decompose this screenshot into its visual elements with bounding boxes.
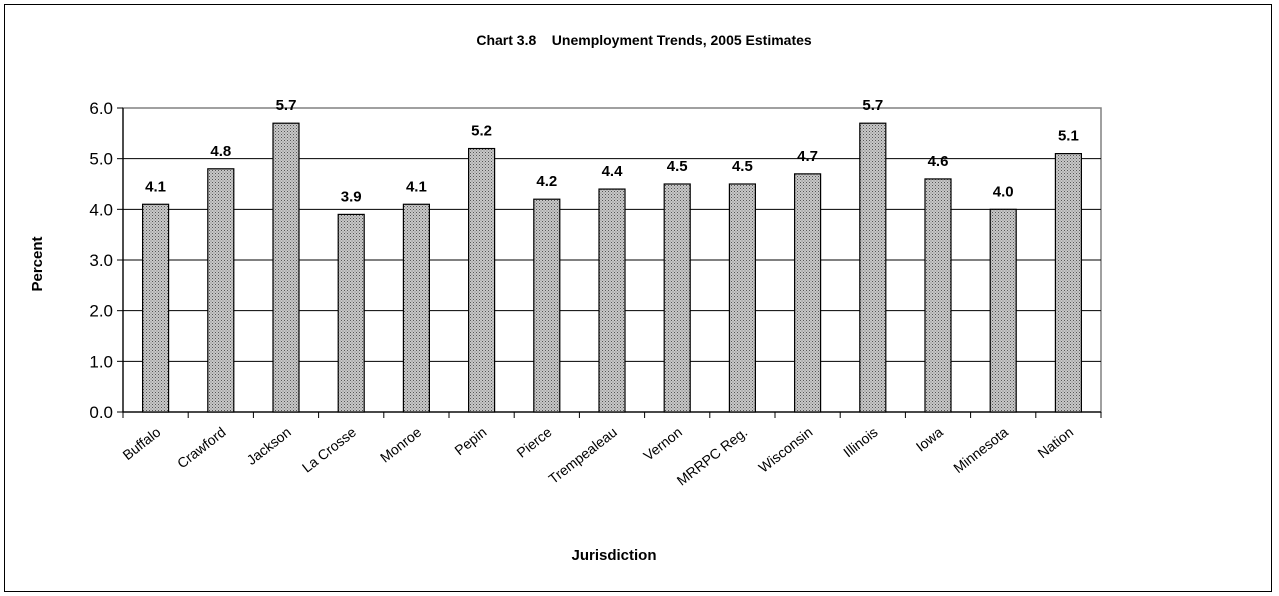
data-labels: 4.1 4.8 5.7 3.9 4.1 5.2 4.2 4.4 4.5 4.5 4.7 5.7 4.6 4… xyxy=(145,97,1079,205)
chart-title: Chart 3.8 Unemployment Trends, 2005 Esti… xyxy=(476,32,812,48)
y-tick-label: 3.0 xyxy=(89,251,113,270)
x-tick-label: Iowa xyxy=(913,424,946,455)
bar-iowa xyxy=(924,178,952,413)
data-label: 4.0 xyxy=(993,183,1014,200)
bar-la-crosse xyxy=(337,213,365,413)
x-tick-label: Jackson xyxy=(244,424,294,468)
x-axis-title: Jurisdiction xyxy=(571,547,656,564)
bar-pepin xyxy=(468,147,496,413)
data-label: 4.1 xyxy=(406,178,427,195)
y-tick-label: 1.0 xyxy=(89,352,113,371)
bar-monroe xyxy=(402,203,430,413)
y-axis-title: Percent xyxy=(29,236,46,291)
data-label: 5.7 xyxy=(276,97,297,114)
data-label: 4.2 xyxy=(536,173,557,190)
data-label: 4.7 xyxy=(797,148,818,165)
x-tick-label: Crawford xyxy=(174,424,229,472)
data-label: 4.1 xyxy=(145,178,166,195)
data-label: 4.8 xyxy=(210,143,231,160)
data-label: 5.2 xyxy=(471,123,492,140)
bar-minnesota xyxy=(989,208,1017,413)
x-tick-label: Trempealeau xyxy=(545,424,619,487)
x-tick-label: Minnesota xyxy=(950,424,1011,477)
x-tick-label: Pepin xyxy=(451,424,489,459)
bar-vernon xyxy=(663,183,691,413)
bar-jackson xyxy=(272,122,300,413)
x-axis-ticks: Buffalo Crawford Jackson La Crosse Monroe Pep… xyxy=(119,412,1102,489)
x-tick-label: MRRPC Reg. xyxy=(674,424,751,489)
chart-frame: Chart 3.8 Unemployment Trends, 2005 Esti… xyxy=(4,4,1272,592)
y-tick-label: 5.0 xyxy=(89,150,113,169)
x-tick-label: La Crosse xyxy=(299,424,359,476)
data-label: 5.1 xyxy=(1058,128,1079,145)
bar-nation xyxy=(1054,153,1083,413)
x-tick-label: Pierce xyxy=(514,424,555,461)
bar-pierce xyxy=(533,198,561,413)
bar-buffalo xyxy=(142,203,170,413)
bar-wisconsin xyxy=(793,173,822,413)
bar-mrrpc-reg xyxy=(728,183,757,413)
data-label: 4.4 xyxy=(602,163,624,180)
data-label: 4.5 xyxy=(667,158,688,175)
x-tick-label: Nation xyxy=(1035,424,1077,462)
x-tick-label: Wisconsin xyxy=(755,424,815,476)
data-label: 5.7 xyxy=(862,97,883,114)
x-tick-label: Vernon xyxy=(640,424,685,464)
data-label: 4.6 xyxy=(928,153,949,170)
x-tick-label: Illinois xyxy=(840,424,881,461)
y-tick-label: 2.0 xyxy=(89,302,113,321)
bar-crawford xyxy=(207,168,235,413)
data-label: 4.5 xyxy=(732,158,753,175)
bars xyxy=(142,122,1083,413)
bar-trempealeau xyxy=(598,188,626,413)
y-tick-label: 0.0 xyxy=(89,403,113,422)
y-tick-label: 4.0 xyxy=(89,200,113,219)
unemployment-bar-chart: Chart 3.8 Unemployment Trends, 2005 Esti… xyxy=(29,32,1102,564)
x-tick-label: Monroe xyxy=(377,424,424,466)
data-label: 3.9 xyxy=(341,188,362,205)
bar-illinois xyxy=(859,122,887,413)
x-tick-label: Buffalo xyxy=(119,424,163,463)
y-tick-label: 6.0 xyxy=(89,99,113,118)
